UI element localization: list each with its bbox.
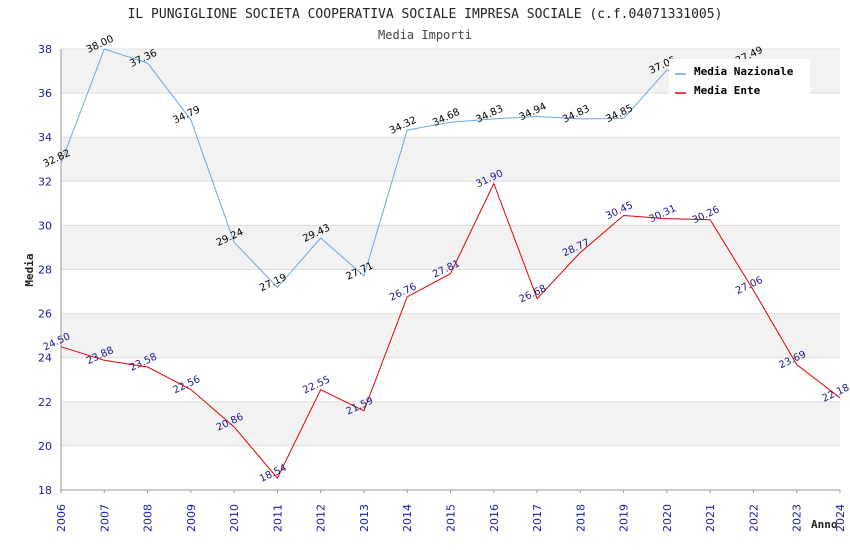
x-tick-label: 2014 (401, 504, 414, 532)
data-label: 26.76 (388, 281, 419, 303)
band (61, 137, 840, 182)
y-tick-label: 32 (38, 175, 52, 188)
data-label: 34.68 (431, 107, 462, 129)
data-label: 22.56 (171, 374, 202, 396)
axes (60, 49, 841, 493)
y-axis-label: Media (23, 253, 36, 286)
x-tick-label: 2015 (445, 504, 458, 532)
x-tick-label: 2016 (488, 504, 501, 532)
x-tick-label: 2008 (142, 504, 155, 532)
x-tick-label: 2024 (834, 504, 847, 532)
x-tick-label: 2010 (228, 504, 241, 532)
data-label: 34.94 (518, 101, 549, 123)
data-label: 34.83 (561, 104, 592, 126)
data-label: 34.85 (604, 103, 635, 125)
y-tick-label: 30 (38, 219, 52, 232)
x-tick-label: 2006 (55, 504, 68, 532)
y-tick-label: 22 (38, 396, 52, 409)
data-label: 27.06 (734, 275, 765, 297)
x-tick-label: 2022 (747, 504, 760, 532)
data-label: 30.26 (691, 204, 722, 226)
x-tick-label: 2011 (271, 504, 284, 532)
y-tick-label: 36 (38, 87, 52, 100)
background-bands (61, 49, 840, 446)
x-axis-label: Anno (811, 518, 838, 531)
x-tick-label: 2018 (574, 504, 587, 532)
legend-label: Media Ente (694, 84, 761, 97)
gridlines (61, 48, 840, 491)
x-tick-label: 2019 (618, 504, 631, 532)
x-tick-label: 2013 (358, 504, 371, 532)
x-tick-label: 2017 (531, 504, 544, 532)
data-label: 27.19 (258, 272, 289, 294)
band (61, 225, 840, 270)
series-line-0 (60, 48, 754, 289)
legend: Media Nazionale Media Ente (669, 59, 810, 97)
x-tick-label: 2023 (791, 504, 804, 532)
data-label: 34.32 (388, 115, 419, 137)
x-tick-label: 2007 (98, 504, 111, 532)
y-tick-label: 38 (38, 43, 52, 56)
data-label: 34.83 (474, 104, 505, 126)
x-tick-label: 2020 (661, 504, 674, 532)
x-tick-label: 2021 (704, 504, 717, 532)
legend-box (669, 59, 810, 96)
y-tick-label: 28 (38, 264, 52, 277)
chart-subtitle: Media Importi (378, 28, 472, 42)
y-tick-label: 26 (38, 308, 52, 321)
y-tick-labels: 18 20 22 24 26 28 30 32 34 36 38 (38, 43, 52, 497)
x-tick-labels: 2006 2007 2008 2009 2010 2011 2012 2013 2014 2015… (55, 504, 847, 532)
series-lines (60, 48, 841, 480)
data-label: 18.54 (258, 463, 289, 485)
x-tick-label: 2009 (185, 504, 198, 532)
x-tick-label: 2012 (315, 504, 328, 532)
y-tick-label: 18 (38, 484, 52, 497)
y-tick-label: 20 (38, 440, 52, 453)
data-label: 30.31 (648, 203, 679, 225)
y-tick-label: 24 (38, 352, 52, 365)
data-label: 34.79 (171, 104, 202, 126)
band (61, 313, 840, 358)
chart-title: IL PUNGIGLIONE SOCIETA COOPERATIVA SOCIA… (128, 7, 723, 22)
series-line-1 (60, 182, 841, 480)
y-tick-label: 34 (38, 131, 52, 144)
band (61, 401, 840, 446)
legend-label: Media Nazionale (694, 65, 794, 78)
